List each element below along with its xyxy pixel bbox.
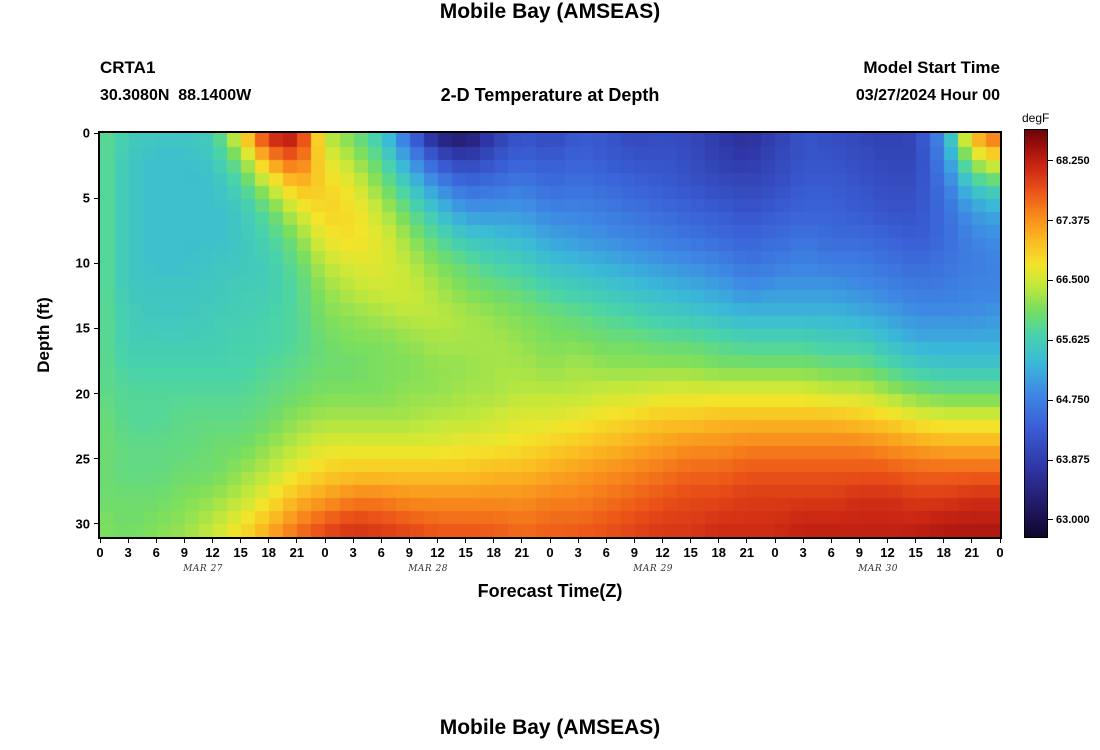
x-tick-label: 12: [430, 545, 445, 560]
colorbar-tick: [1048, 399, 1053, 401]
plot-border: [98, 131, 1002, 539]
colorbar-tick-label: 65.625: [1056, 334, 1090, 347]
colorbar-tick: [1048, 279, 1053, 281]
x-tick-label: 0: [546, 545, 554, 560]
y-tick-label: 20: [75, 386, 90, 402]
x-day-label: MAR 28: [408, 564, 449, 574]
x-tick-label: 6: [377, 545, 385, 560]
x-tick-label: 0: [771, 545, 779, 560]
y-tick-label: 5: [82, 190, 90, 206]
x-tick-label: 18: [261, 545, 276, 560]
x-tick-label: 15: [908, 545, 923, 560]
station-coordinates: 30.3080N 88.1400W: [100, 87, 252, 104]
colorbar-tick: [1048, 160, 1053, 162]
x-tick-label: 15: [458, 545, 473, 560]
heatmap-canvas: [100, 133, 1000, 537]
colorbar-tick: [1048, 519, 1053, 521]
colorbar-canvas: [1025, 130, 1047, 537]
chart-title: Mobile Bay (AMSEAS): [439, 0, 661, 23]
x-day-label: MAR 27: [183, 564, 224, 574]
x-axis-label: Forecast Time(Z): [477, 581, 623, 601]
colorbar-tick-label: 67.375: [1056, 214, 1090, 227]
colorbar-tick: [1048, 220, 1053, 222]
y-axis-label: Depth (ft): [34, 297, 53, 373]
x-tick-label: 21: [514, 545, 530, 560]
x-tick-label: 6: [602, 545, 610, 560]
x-tick-label: 0: [321, 545, 329, 560]
chart-subtitle: 2-D Temperature at Depth: [440, 85, 660, 105]
colorbar-tick-label: 63.875: [1056, 454, 1090, 467]
x-tick-label: 3: [574, 545, 582, 560]
colorbar-tick: [1048, 339, 1053, 341]
x-tick-label: 0: [96, 545, 104, 560]
y-tick-label: 10: [75, 255, 90, 271]
y-tick-label: 0: [82, 125, 90, 141]
x-tick-label: 21: [739, 545, 755, 560]
x-tick-label: 6: [827, 545, 835, 560]
x-tick-label: 18: [711, 545, 726, 560]
y-tick-label: 30: [75, 516, 90, 532]
colorbar-border: [1024, 129, 1048, 538]
x-tick-label: 9: [405, 545, 413, 560]
y-tick-label: 25: [75, 451, 90, 467]
colorbar-unit-label: degF: [1022, 111, 1050, 125]
x-tick-label: 18: [486, 545, 501, 560]
x-tick-label: 3: [124, 545, 132, 560]
colorbar-tick-label: 63.000: [1056, 513, 1090, 526]
colorbar-tick-label: 68.250: [1056, 154, 1090, 167]
station-id: CRTA1: [100, 58, 156, 77]
model-start-time-value: 03/27/2024 Hour 00: [855, 87, 1000, 104]
x-tick-label: 9: [180, 545, 188, 560]
x-tick-label: 21: [289, 545, 305, 560]
x-tick-label: 12: [655, 545, 670, 560]
x-tick-label: 15: [233, 545, 248, 560]
colorbar-tick-label: 66.500: [1056, 274, 1090, 287]
colorbar-tick: [1048, 459, 1053, 461]
x-tick-label: 21: [964, 545, 980, 560]
y-tick-label: 15: [75, 320, 90, 336]
x-tick-label: 9: [855, 545, 863, 560]
colorbar-tick-label: 64.750: [1056, 394, 1090, 407]
x-tick-label: 18: [936, 545, 951, 560]
model-start-time-label: Model Start Time: [863, 58, 1000, 77]
x-tick-label: 0: [996, 545, 1004, 560]
x-tick-label: 3: [349, 545, 357, 560]
x-tick-label: 15: [683, 545, 698, 560]
x-tick-label: 3: [799, 545, 807, 560]
x-tick-label: 12: [205, 545, 220, 560]
x-day-label: MAR 29: [633, 564, 674, 574]
x-tick-label: 6: [152, 545, 160, 560]
x-tick-label: 9: [630, 545, 638, 560]
x-tick-label: 12: [880, 545, 895, 560]
x-day-label: MAR 30: [858, 564, 899, 574]
next-chart-title: Mobile Bay (AMSEAS): [439, 716, 661, 739]
